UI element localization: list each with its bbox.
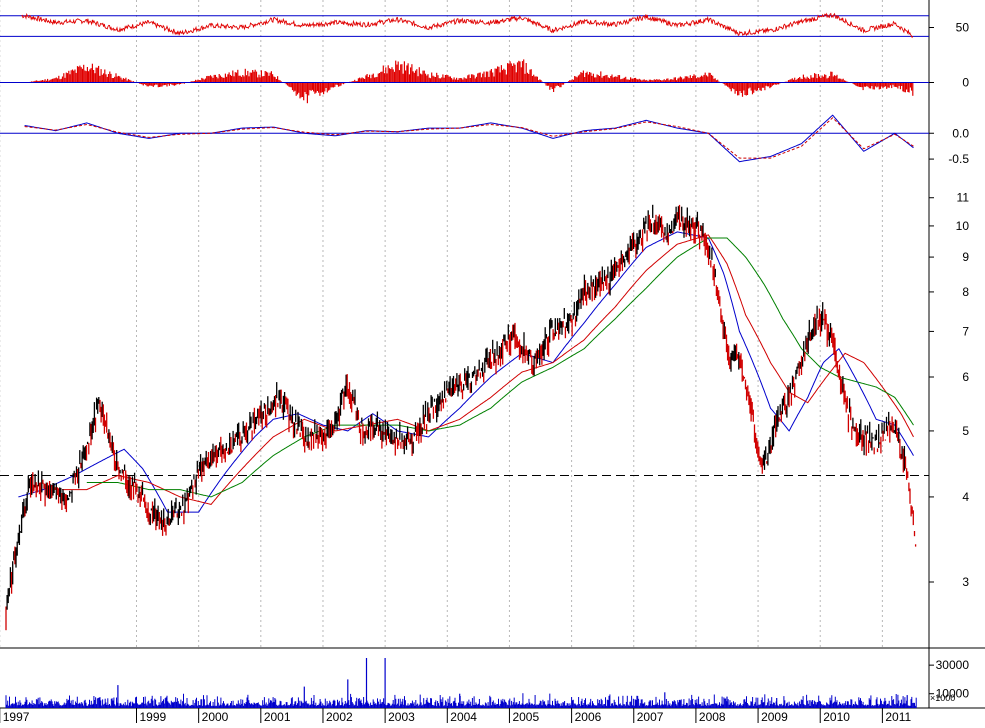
price-tick-label: 11 [957, 191, 970, 205]
volume-tick-label: 10000 [936, 687, 970, 701]
volume-panel: 30000 10000×1000 [5, 658, 970, 708]
time-axis-label-2003: 2003 [388, 710, 415, 723]
price-tick-label: 3 [962, 575, 969, 589]
oscillator-bottom-tick-label: 0.0 [952, 126, 969, 140]
moving-average-line [61, 234, 914, 505]
price-tick-label: 5 [962, 424, 969, 438]
oscillator-bottom-panel: 0.0 -0.5 [0, 114, 969, 166]
price-tick-label: 6 [962, 370, 969, 384]
time-axis-label-2008: 2008 [699, 710, 726, 723]
moving-average-line [86, 237, 914, 498]
panels: 50 0 0.0 -0.5 3 4 5 6 7 8 9 10 11 30000 10000×1000 [0, 12, 970, 708]
time-axis-label-2001: 2001 [264, 710, 291, 723]
time-axis-label-2002: 2002 [326, 710, 353, 723]
oscillator-top-tick-label: 50 [956, 21, 970, 35]
oscillator-bottom-tick-label: -0.5 [948, 152, 969, 166]
time-axis-label-2010: 2010 [823, 710, 850, 723]
volume-tick-label: 30000 [936, 658, 970, 672]
time-axis: 1997 1999 2000 2001 2002 2003 2004 2005 2006 2007… [0, 708, 912, 724]
time-axis-label-1999: 1999 [140, 710, 167, 723]
oscillator-bottom-series-main [24, 114, 914, 163]
oscillator-top-panel: 50 [0, 12, 970, 39]
volume-unit-label: ×1000 [930, 693, 955, 703]
time-axis-label-2005: 2005 [512, 710, 539, 723]
oscillator-top-series-line [21, 12, 914, 39]
time-axis-label-1997: 1997 [3, 710, 30, 723]
price-panel: 3 4 5 6 7 8 9 10 11 [0, 191, 970, 631]
time-axis-label-2009: 2009 [761, 710, 788, 723]
histogram-panel: 0 [0, 59, 969, 104]
time-axis-label-2011: 2011 [885, 710, 911, 723]
price-tick-label: 10 [956, 219, 970, 233]
oscillator-bottom-series-signal [24, 117, 914, 159]
price-tick-label: 8 [962, 285, 969, 299]
time-axis-label-2004: 2004 [450, 710, 477, 723]
time-axis-label-2007: 2007 [637, 710, 664, 723]
price-tick-label: 9 [962, 250, 969, 264]
histogram-tick-label: 0 [962, 76, 969, 90]
price-tick-label: 7 [962, 324, 969, 338]
price-tick-label: 4 [962, 490, 969, 504]
time-axis-label-2006: 2006 [575, 710, 602, 723]
time-axis-label-2000: 2000 [202, 710, 229, 723]
vertical-gridlines [0, 0, 883, 648]
